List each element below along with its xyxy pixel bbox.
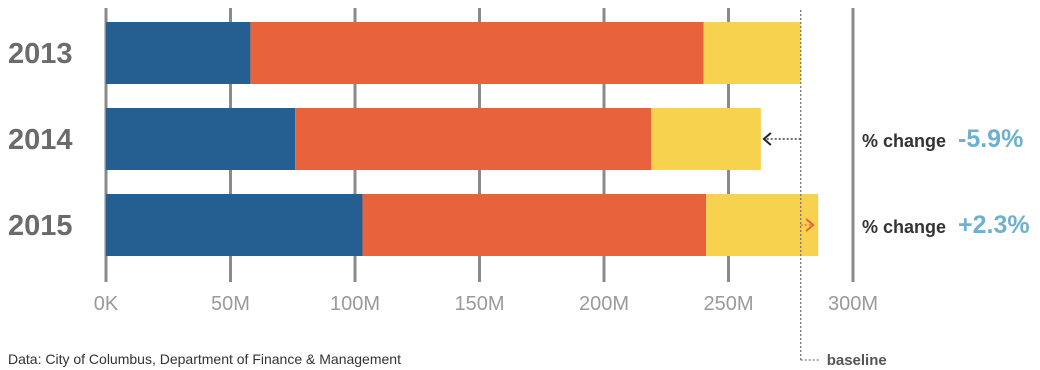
x-tick-label: 100M	[330, 293, 380, 315]
bar-segment	[651, 108, 761, 170]
x-tick-label: 200M	[579, 293, 629, 315]
x-tick-label: 0K	[94, 293, 119, 315]
category-labels: 2013 2014 2015	[8, 38, 73, 242]
percent-change-label: % change	[862, 217, 946, 237]
year-label: 2013	[8, 38, 73, 70]
baseline-marker: baseline	[800, 10, 887, 369]
bar-segment	[706, 194, 819, 256]
x-tick-label: 250M	[703, 293, 753, 315]
baseline-label: baseline	[827, 352, 887, 369]
bar-segment	[250, 22, 704, 84]
bar-segment	[362, 194, 707, 256]
x-tick-label: 150M	[454, 293, 504, 315]
x-tick-label: 300M	[828, 293, 878, 315]
arrow-left-icon	[762, 132, 772, 146]
x-tick-label: 50M	[211, 293, 250, 315]
percent-change-annotations: % change -5.9% % change +2.3%	[762, 125, 1030, 239]
bars	[106, 22, 819, 256]
bar-segment	[106, 108, 296, 170]
x-axis-ticks: 0K 50M 100M 150M 200M 250M 300M	[94, 293, 878, 315]
bar-segment	[106, 22, 251, 84]
bar-segment	[106, 194, 363, 256]
year-label: 2014	[8, 124, 73, 156]
bar-segment	[295, 108, 652, 170]
percent-change-label: % change	[862, 131, 946, 151]
arrow-right-icon	[805, 218, 815, 232]
bar-segment	[703, 22, 801, 84]
year-label: 2015	[8, 210, 73, 242]
percent-change-value: +2.3%	[958, 211, 1030, 239]
source-note: Data: City of Columbus, Department of Fi…	[8, 351, 401, 367]
percent-change-value: -5.9%	[958, 125, 1023, 153]
